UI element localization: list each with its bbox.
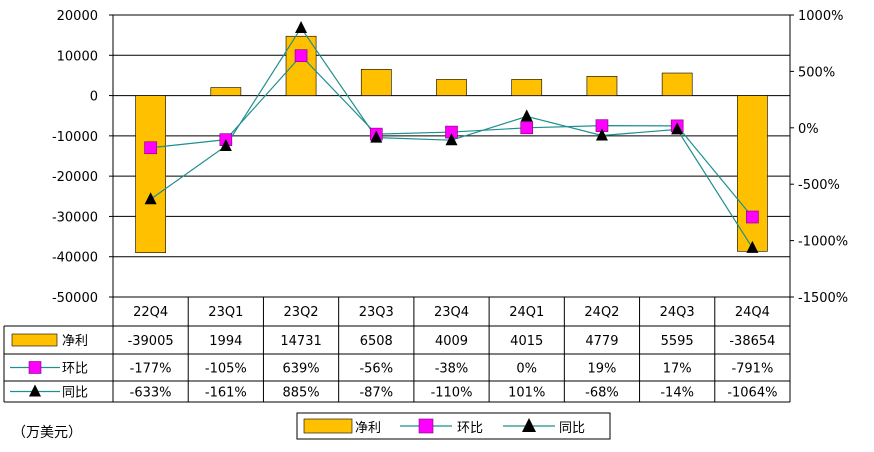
point-同比-24Q1 — [520, 109, 533, 122]
data-label-同比-23Q2: 885% — [282, 386, 319, 401]
y-right-tick-label-2: 0% — [798, 122, 819, 137]
data-label-净利-24Q2: 4779 — [585, 334, 618, 349]
bar-23Q1 — [210, 87, 242, 96]
point-环比-22Q4 — [144, 141, 157, 155]
unit-note: （万美元） — [12, 425, 82, 441]
y-right-tick-label-0: 1000% — [798, 9, 843, 24]
bar-23Q3 — [360, 69, 392, 96]
category-label-23Q4: 23Q4 — [434, 305, 469, 320]
y-left-tick-label-4: -20000 — [52, 170, 98, 185]
y-left-tick-label-3: -10000 — [52, 130, 98, 145]
data-label-同比-24Q1: 101% — [508, 386, 545, 401]
bar-24Q2 — [586, 76, 618, 96]
point-同比-24Q2 — [595, 128, 608, 141]
data-label-净利-23Q3: 6508 — [360, 334, 393, 349]
data-label-净利-24Q1: 4015 — [510, 334, 543, 349]
legend-key-净利 — [303, 418, 353, 434]
data-label-净利-23Q2: 14731 — [280, 334, 321, 349]
category-label-23Q2: 23Q2 — [284, 305, 319, 320]
data-label-环比-23Q2: 639% — [282, 362, 319, 377]
y-left-tick-label-6: -40000 — [52, 251, 98, 266]
y-left-tick-label-5: -30000 — [52, 210, 98, 225]
data-label-环比-23Q4: -38% — [435, 362, 469, 377]
bar-24Q1 — [511, 79, 543, 96]
table-row-label-净利: 净利 — [62, 334, 88, 349]
data-label-环比-23Q1: -105% — [205, 362, 247, 377]
data-label-同比-23Q3: -87% — [359, 386, 393, 401]
point-同比-23Q1 — [219, 138, 232, 151]
point-环比-24Q1 — [520, 121, 534, 135]
data-label-同比-24Q2: -68% — [585, 386, 619, 401]
data-label-净利-23Q1: 1994 — [209, 334, 242, 349]
data-label-环比-23Q3: -56% — [359, 362, 393, 377]
bar-24Q4 — [737, 95, 768, 252]
bar-24Q3 — [661, 72, 693, 96]
y-left-tick-label-7: -50000 — [52, 291, 98, 306]
table-row-label-环比: 环比 — [62, 362, 88, 377]
point-同比-24Q3 — [671, 122, 684, 135]
data-label-净利-23Q4: 4009 — [435, 334, 468, 349]
data-label-环比-24Q2: 19% — [587, 362, 616, 377]
data-label-同比-24Q4: -1064% — [727, 386, 777, 401]
table-row-label-同比: 同比 — [62, 386, 88, 401]
data-label-同比-24Q3: -14% — [660, 386, 694, 401]
table-key-净利 — [11, 333, 58, 347]
y-right-tick-label-4: -1000% — [798, 235, 848, 250]
y-left-tick-label-0: 20000 — [57, 9, 98, 24]
data-label-净利-24Q4: -38654 — [729, 334, 775, 349]
data-label-环比-24Q4: -791% — [731, 362, 773, 377]
legend-marker-同比 — [522, 418, 536, 432]
category-label-22Q4: 22Q4 — [133, 305, 168, 320]
point-环比-24Q4 — [746, 210, 759, 224]
data-label-环比-24Q1: 0% — [516, 362, 537, 377]
bar-23Q4 — [436, 79, 467, 96]
category-label-24Q2: 24Q2 — [584, 305, 619, 320]
point-同比-23Q3 — [370, 130, 383, 143]
point-同比-23Q2 — [295, 20, 308, 33]
category-label-24Q1: 24Q1 — [509, 305, 544, 320]
data-label-环比-22Q4: -177% — [130, 362, 172, 377]
data-label-环比-24Q3: 17% — [663, 362, 692, 377]
table-key-marker-环比 — [28, 361, 42, 374]
y-right-tick-label-1: 500% — [798, 65, 835, 80]
data-label-净利-22Q4: -39005 — [128, 334, 174, 349]
y-left-tick-label-2: 0 — [90, 90, 98, 105]
legend-label-净利: 净利 — [355, 421, 381, 436]
category-label-23Q1: 23Q1 — [208, 305, 243, 320]
y-right-tick-label-3: -500% — [798, 178, 840, 193]
data-label-同比-23Q4: -110% — [431, 386, 473, 401]
point-环比-23Q2 — [294, 49, 308, 63]
category-label-23Q3: 23Q3 — [359, 305, 394, 320]
legend-label-环比: 环比 — [457, 421, 483, 436]
category-label-24Q3: 24Q3 — [660, 305, 695, 320]
point-同比-23Q4 — [445, 133, 458, 146]
point-同比-22Q4 — [144, 192, 157, 205]
y-right-tick-label-5: -1500% — [798, 291, 848, 306]
category-label-24Q4: 24Q4 — [735, 305, 770, 320]
legend-label-同比: 同比 — [559, 421, 585, 436]
data-label-净利-24Q3: 5595 — [661, 334, 694, 349]
data-label-同比-22Q4: -633% — [130, 386, 172, 401]
data-label-同比-23Q1: -161% — [205, 386, 247, 401]
table-key-marker-同比 — [29, 384, 41, 397]
point-同比-24Q4 — [746, 240, 759, 253]
y-left-tick-label-1: 10000 — [57, 49, 98, 64]
bar-22Q4 — [135, 95, 166, 254]
legend-marker-环比 — [418, 418, 434, 434]
